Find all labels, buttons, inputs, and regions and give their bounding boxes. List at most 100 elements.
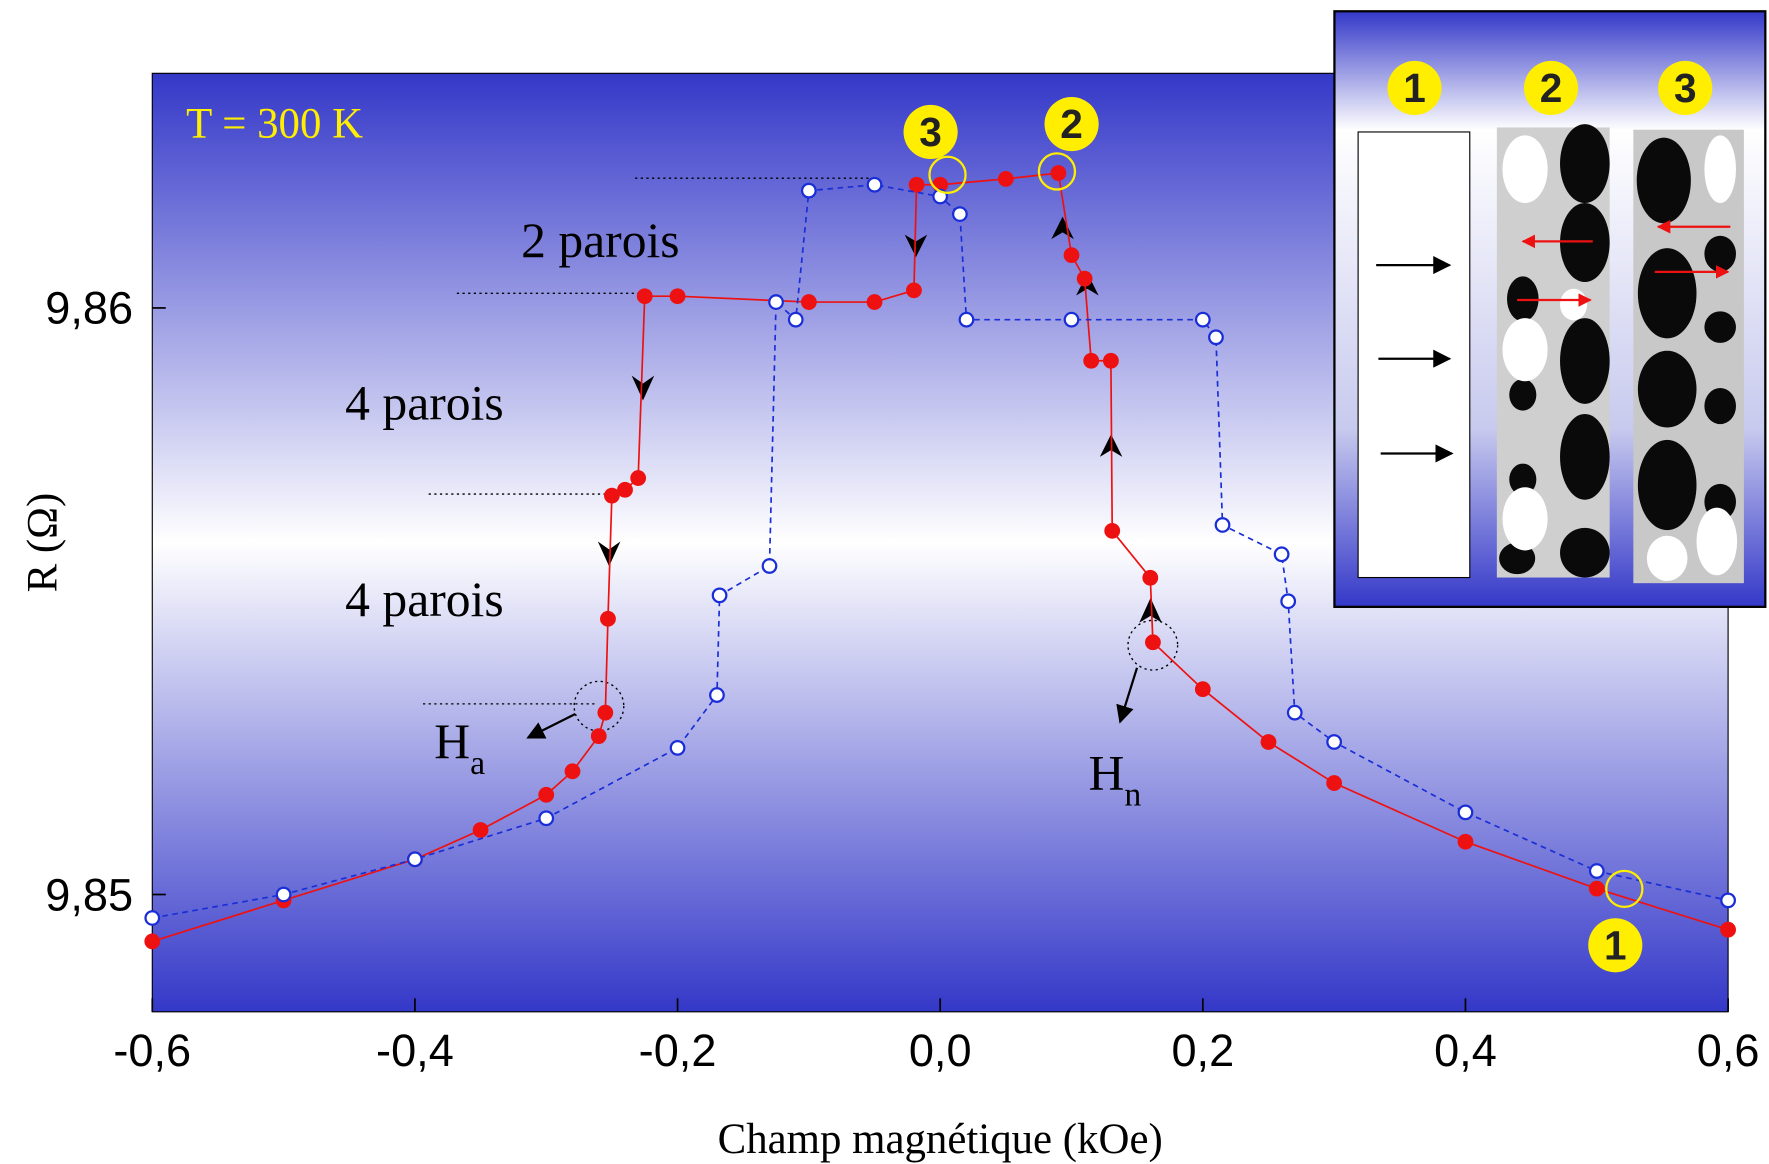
series-line xyxy=(152,172,1729,943)
level-lines xyxy=(423,177,1179,732)
data-point xyxy=(275,886,292,903)
data-point xyxy=(407,851,423,868)
data-point xyxy=(1063,247,1080,264)
annotation-text: 2 parois xyxy=(521,213,680,268)
data-point xyxy=(617,481,633,498)
annotation-text: T = 300 K xyxy=(186,101,363,148)
data-point xyxy=(906,282,922,299)
annotation-sub: n xyxy=(1124,776,1141,813)
annotation-text: 4 parois xyxy=(345,572,503,627)
data-point xyxy=(1457,804,1474,821)
annotation-text: H xyxy=(1089,746,1125,801)
data-point xyxy=(1208,329,1224,346)
data-point xyxy=(1588,863,1605,879)
arrows xyxy=(526,667,1139,739)
data-point xyxy=(1720,892,1736,909)
annotation: 4 parois xyxy=(345,376,503,431)
data-point xyxy=(997,171,1014,187)
data-point xyxy=(1050,165,1067,181)
data-point xyxy=(1260,734,1277,750)
inset-label: 3 xyxy=(1674,65,1697,111)
x-tick-label: 0,4 xyxy=(1434,1025,1497,1076)
marker-label: 1 xyxy=(1604,922,1627,968)
data-point xyxy=(472,822,489,838)
inset-label: 2 xyxy=(1540,65,1563,111)
x-tick-label: 0,6 xyxy=(1697,1025,1760,1076)
inset: 1 2 3 xyxy=(1333,10,1767,608)
series-layer xyxy=(144,165,1736,950)
y-tick-label: 9,86 xyxy=(45,283,133,334)
x-tick-label: 0,0 xyxy=(909,1025,972,1076)
data-point xyxy=(1720,921,1736,938)
annotation: Hn xyxy=(1089,746,1142,814)
data-point xyxy=(1280,593,1297,610)
data-point xyxy=(1214,517,1231,533)
data-point xyxy=(1326,734,1343,750)
data-point xyxy=(711,587,728,604)
marker-badge xyxy=(1044,97,1099,152)
data-point xyxy=(866,294,883,310)
x-axis-title: Champ magnétique (kOe) xyxy=(718,1116,1163,1163)
data-point xyxy=(669,739,686,756)
inset-badge xyxy=(1387,60,1442,116)
data-point xyxy=(1083,352,1100,369)
marker-badge xyxy=(1588,918,1643,973)
data-point xyxy=(597,704,614,721)
annotation-text: 4 parois xyxy=(345,376,503,431)
data-point xyxy=(636,288,653,305)
data-point xyxy=(1326,775,1343,791)
marker-label: 2 xyxy=(1060,101,1083,147)
data-point xyxy=(144,910,161,926)
data-point xyxy=(1457,833,1474,850)
data-point xyxy=(600,610,616,627)
data-point xyxy=(800,294,817,310)
marker-rings xyxy=(928,152,1644,909)
data-point xyxy=(1076,270,1093,287)
data-point xyxy=(866,176,883,193)
annotation-sub: a xyxy=(470,745,485,782)
data-point xyxy=(951,206,968,222)
annotation: Ha xyxy=(434,714,485,782)
marker-label: 3 xyxy=(919,109,942,155)
y-axis-title: R (Ω) xyxy=(19,493,66,593)
marker-badge xyxy=(903,104,958,160)
annotation-text: H xyxy=(434,714,470,769)
x-tick-label: -0,6 xyxy=(113,1025,191,1076)
data-point xyxy=(538,810,555,827)
plot-root: 1 2 3 -0,6 -0,4 -0,2 0,0 0,2 0,4 0,6 9,85 9,86 Cham… xyxy=(19,10,1767,1163)
data-point xyxy=(144,933,161,950)
data-point xyxy=(709,687,725,703)
data-point xyxy=(1103,352,1119,369)
data-point xyxy=(1145,634,1161,651)
x-tick-label: -0,2 xyxy=(639,1025,717,1076)
inset-badge xyxy=(1523,60,1579,116)
data-point xyxy=(669,288,686,305)
data-point xyxy=(1063,311,1080,328)
data-point xyxy=(590,728,607,745)
data-point xyxy=(538,786,555,803)
data-point xyxy=(800,182,817,199)
series-line xyxy=(152,183,1729,919)
data-point xyxy=(768,294,784,310)
data-point xyxy=(1104,522,1121,539)
data-point xyxy=(908,176,925,193)
inset-label: 1 xyxy=(1403,65,1426,111)
data-point xyxy=(787,311,804,328)
data-point xyxy=(761,558,778,574)
data-point xyxy=(1286,704,1303,721)
x-tick-label: 0,2 xyxy=(1171,1025,1234,1076)
data-point xyxy=(564,763,581,780)
annotation: T = 300 K xyxy=(186,101,363,148)
data-point xyxy=(1273,546,1290,563)
data-point xyxy=(1194,311,1211,328)
data-point xyxy=(603,487,620,504)
data-point xyxy=(1194,681,1211,698)
y-tick-label: 9,85 xyxy=(45,869,133,920)
data-point xyxy=(1142,569,1159,586)
annotation: 4 parois xyxy=(345,572,503,627)
data-point xyxy=(630,470,647,486)
data-point xyxy=(958,311,975,328)
annotation: 2 parois xyxy=(521,213,680,268)
inset-badge xyxy=(1658,60,1713,116)
